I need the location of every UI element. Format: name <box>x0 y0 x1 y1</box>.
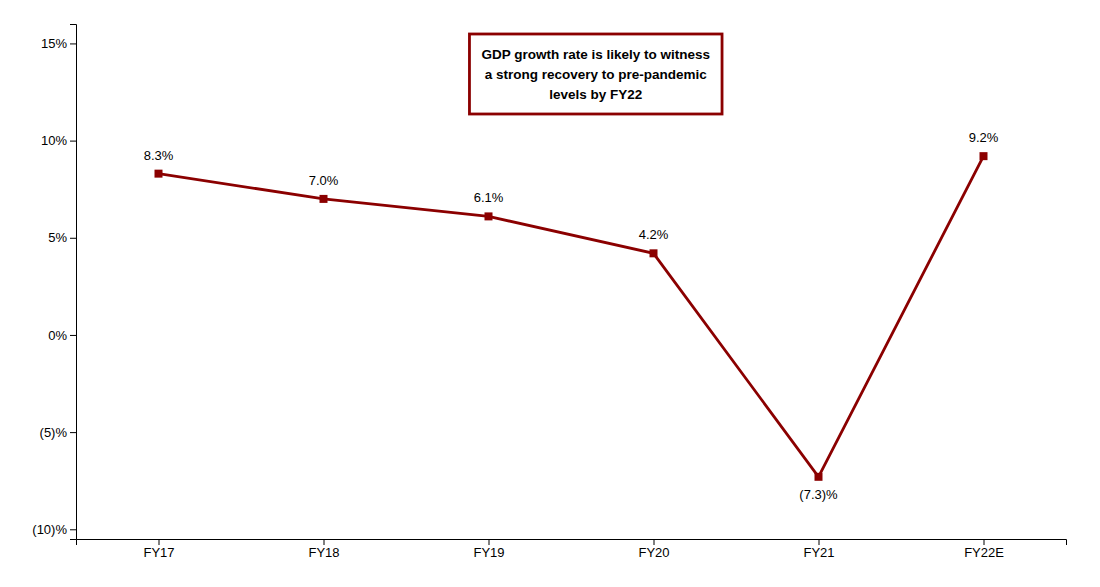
y-tick-label: 5% <box>48 230 67 245</box>
marks <box>155 152 988 481</box>
x-tick-mark <box>819 539 820 545</box>
x-tick-label: FY20 <box>638 545 669 560</box>
y-tick-label: 15% <box>41 36 67 51</box>
x-tick: FY21 <box>803 539 834 560</box>
data-label: 8.3% <box>144 148 174 163</box>
data-labels: 8.3% 7.0% 6.1% 4.2% (7.3)% 9.2% <box>144 130 999 502</box>
annotation: GDP growth rate is likely to witnessa st… <box>469 34 722 114</box>
x-tick: FY22E <box>964 539 1004 560</box>
x-tick-label: FY17 <box>143 545 174 560</box>
y-tick: 0% <box>48 328 76 343</box>
data-label: 9.2% <box>969 130 999 145</box>
marker <box>320 195 328 203</box>
y-tick-mark <box>70 238 76 239</box>
x-tick-label: FY18 <box>308 545 339 560</box>
x-tick: FY17 <box>143 539 174 560</box>
marker <box>815 473 823 481</box>
marker <box>485 212 493 220</box>
x-axis: FY17 FY18 FY19 FY20 FY21 FY22E <box>77 539 1067 560</box>
y-tick-label: (5)% <box>40 425 68 440</box>
x-tick-label: FY22E <box>964 545 1004 560</box>
y-axis-line <box>70 25 77 540</box>
x-tick-mark <box>654 539 655 545</box>
y-tick-mark <box>70 432 76 433</box>
marker <box>155 170 163 178</box>
marker <box>980 152 988 160</box>
y-tick-mark <box>70 43 76 44</box>
y-tick-label: 10% <box>41 133 67 148</box>
y-tick: 15% <box>41 36 76 51</box>
y-tick-mark <box>70 141 76 142</box>
y-tick-mark <box>70 335 76 336</box>
x-tick-label: FY19 <box>473 545 504 560</box>
marker <box>650 249 658 257</box>
data-label: (7.3)% <box>799 487 838 502</box>
x-tick-mark <box>489 539 490 545</box>
y-tick-label: (10)% <box>32 522 67 537</box>
x-tick: FY20 <box>638 539 669 560</box>
y-tick: (5)% <box>40 425 76 440</box>
line <box>159 156 984 477</box>
x-axis-line <box>77 540 1067 546</box>
y-axis: (10)% (5)% 0% 5% 10% 15% <box>32 25 76 540</box>
x-tick: FY18 <box>308 539 339 560</box>
x-tick-mark <box>159 539 160 545</box>
y-tick: 5% <box>48 230 76 245</box>
y-tick: 10% <box>41 133 76 148</box>
x-tick: FY19 <box>473 539 504 560</box>
y-tick: (10)% <box>32 522 76 537</box>
y-tick-mark <box>70 529 76 530</box>
data-label: 7.0% <box>309 173 339 188</box>
plot: (10)%(5)%0%5%10%15%FY17FY18FY19FY20FY21F… <box>32 25 1066 561</box>
y-tick-label: 0% <box>48 328 67 343</box>
data-label: 4.2% <box>639 227 669 242</box>
x-tick-label: FY21 <box>803 545 834 560</box>
data-label: 6.1% <box>474 190 504 205</box>
x-tick-mark <box>984 539 985 545</box>
chart: (10)%(5)%0%5%10%15%FY17FY18FY19FY20FY21F… <box>0 0 1100 587</box>
annotation-text: GDP growth rate is likely to witnessa st… <box>481 47 710 102</box>
x-tick-mark <box>324 539 325 545</box>
annotation-box <box>469 34 722 114</box>
